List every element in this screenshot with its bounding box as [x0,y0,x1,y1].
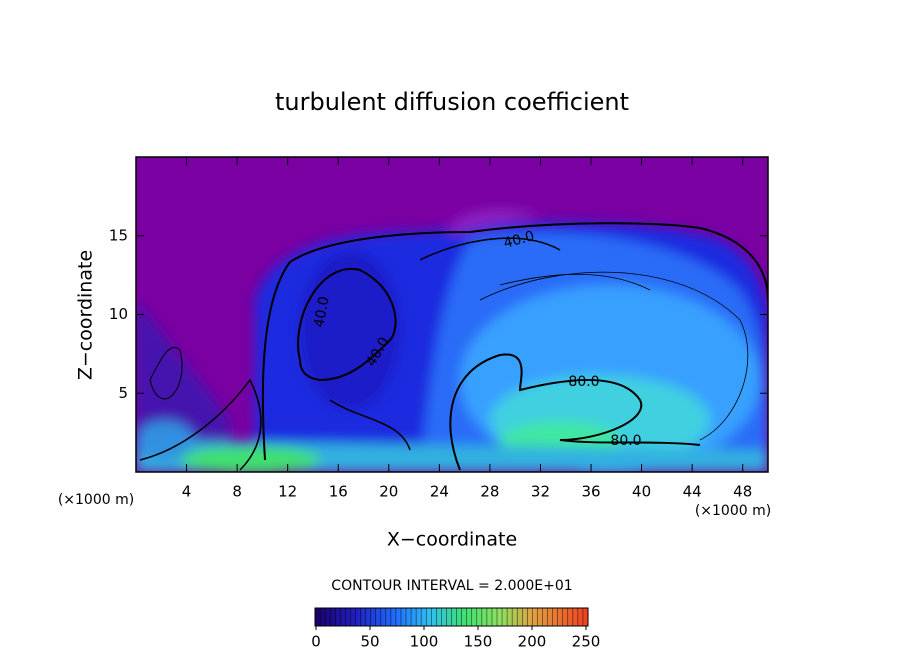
y-tick-label: 10 [109,305,128,323]
colorbar-tick-label: 200 [518,633,547,651]
x-tick-label: 32 [531,483,550,501]
contour-label: 80.0 [568,374,599,390]
colorbar-frame [314,607,589,627]
chart-title: turbulent diffusion coefficient [275,88,629,116]
x-tick-label: 28 [480,483,499,501]
contour-interval: CONTOUR INTERVAL = 2.000E+01 [331,578,572,594]
y-axis-title: Z−coordinate [75,250,97,380]
y-tick-label: 5 [118,384,128,402]
colorbar-stripes [314,608,589,626]
x-unit-label: (×1000 m) [695,503,771,519]
colorbar-tick-label: 150 [464,633,493,651]
colorbar-tick-label: 50 [360,633,379,651]
x-tick-label: 20 [379,483,398,501]
contour-label: 40.0 [311,295,332,328]
contour-lines [139,222,768,471]
x-tick-label: 4 [182,483,192,501]
contour-field [136,157,768,472]
x-unit-label: (×1000 m) [58,492,134,508]
x-tick-label: 8 [232,483,242,501]
x-axis-title: X−coordinate [387,529,517,551]
x-tick-label: 48 [733,483,752,501]
y-tick-label: 15 [109,226,128,244]
contour-label: 80.0 [610,433,641,449]
x-tick-label: 12 [278,483,297,501]
x-tick-label: 40 [632,483,651,501]
x-tick-label: 16 [329,483,348,501]
colorbar-tick-label: 100 [410,633,439,651]
x-tick-label: 24 [430,483,449,501]
x-tick-label: 36 [581,483,600,501]
colorbar-tick-label: 0 [311,633,321,651]
colorbar-tick-label: 250 [572,633,601,651]
contour-label: 40.0 [502,228,536,252]
x-tick-label: 44 [683,483,702,501]
